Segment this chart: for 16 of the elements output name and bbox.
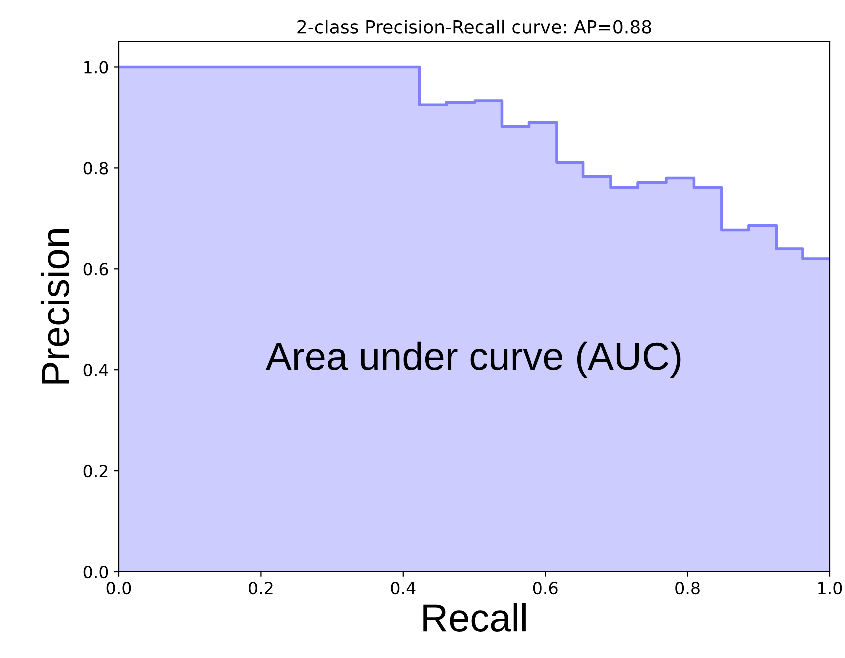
x-tick-label: 0.2 <box>249 582 273 595</box>
y-tick-label: 0.6 <box>84 263 108 276</box>
y-axis-title: Precision <box>40 230 70 384</box>
y-tick-label: 0.4 <box>84 364 108 377</box>
y-tick-label: 0.8 <box>84 162 108 175</box>
y-tick-label: 0.2 <box>84 465 108 478</box>
x-axis-title: Recall <box>424 603 526 632</box>
y-tick-label: 0.0 <box>84 566 108 579</box>
annotation: Area under curve (AUC) <box>266 342 681 378</box>
chart-title: 2-class Precision-Recall curve: AP=0.88 <box>298 20 652 34</box>
x-tick-label: 0.0 <box>106 582 132 595</box>
y-tick-label: 1.0 <box>84 61 108 74</box>
x-tick-label: 1.0 <box>818 582 842 595</box>
x-tick-label: 0.6 <box>533 582 558 595</box>
x-tick-label: 0.8 <box>676 582 700 595</box>
x-tick-label: 0.4 <box>391 582 416 595</box>
